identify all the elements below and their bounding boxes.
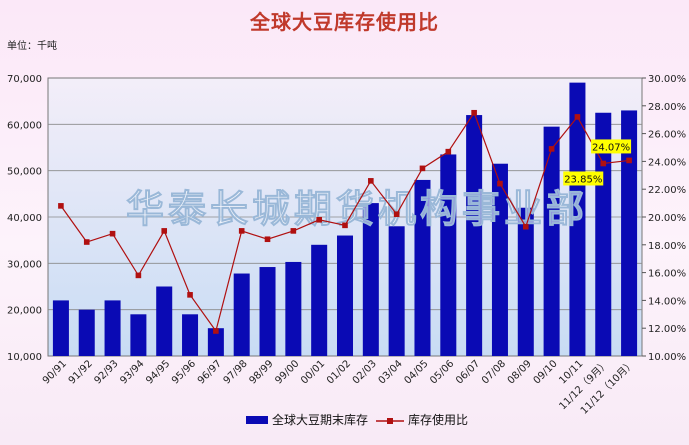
y-right-tick-label: 26.00% [648,130,686,141]
line-point [316,216,322,223]
y-left-tick-label: 60,000 [7,120,42,131]
y-left-tick-label: 40,000 [7,213,42,224]
bar [466,115,483,356]
watermark: 华泰长城期货机构事业部 [126,187,588,231]
x-tick-label: 09/10 [532,358,560,386]
line-point [419,165,426,172]
x-tick-label: 04/05 [402,358,430,386]
bar [543,126,560,357]
y-left-tick-label: 10,000 [7,352,42,363]
line-point [393,211,400,218]
bar [156,286,173,356]
y-right-tick-label: 10.00% [648,352,686,363]
x-tick-label: 91/92 [67,358,95,386]
line-point [626,157,632,164]
legend-line-label: 库存使用比 [408,412,468,427]
y-left-tick-label: 30,000 [7,259,42,270]
x-tick-label: 97/98 [222,358,250,386]
x-tick-label: 02/03 [351,358,379,386]
bar [440,154,457,356]
chart-title: 全球大豆库存使用比 [250,10,439,34]
bar [259,267,276,356]
x-tick-label: 92/93 [93,358,121,386]
y-right-tick-label: 24.00% [648,157,686,168]
line-point [290,228,297,234]
bar [621,110,638,356]
y-left-tick-label: 20,000 [7,306,42,317]
bar [311,244,328,356]
bar [182,314,199,356]
line-point [161,228,168,234]
bar [414,179,431,356]
line-point [83,239,90,245]
y-right-tick-label: 22.00% [648,185,686,196]
y-right-tick-label: 12.00% [648,324,686,335]
bar [517,207,534,356]
x-tick-label: 08/09 [506,358,534,386]
unit-label: 单位：千吨 [7,41,57,52]
line-point [522,223,529,230]
x-tick-label: 98/99 [247,358,275,386]
line-point [548,146,555,152]
y-right-tick-label: 18.00% [648,241,686,252]
line-point [109,230,116,237]
bar [491,163,508,356]
bar [569,82,586,356]
y-right-tick-label: 28.00% [648,102,686,113]
x-tick-label: 99/00 [273,358,301,386]
y-right-tick-label: 20.00% [648,213,686,224]
line-point [574,114,581,120]
y-right-tick-label: 30.00% [648,74,686,85]
legend-bar-label: 全球大豆期末库存 [272,412,368,427]
x-tick-label: 94/95 [144,358,172,386]
bar [285,261,302,356]
bar [362,203,379,356]
legend-line-marker [387,418,393,424]
y-left-tick-label: 50,000 [7,167,42,178]
x-tick-label: 95/96 [170,358,198,386]
bar [207,328,224,356]
x-tick-label: 06/07 [454,358,482,386]
x-tick-label: 03/04 [377,358,405,386]
line-point [368,178,374,184]
bar [130,314,147,356]
line-point [600,160,607,167]
legend-bar-swatch [246,416,268,424]
y-right-tick-label: 14.00% [648,296,686,307]
bar [233,273,250,356]
line-point [187,292,193,298]
line-point [471,109,477,116]
x-tick-label: 93/94 [118,358,146,386]
line-point [497,180,503,187]
y-right-tick-label: 16.00% [648,269,686,280]
line-point [213,328,219,334]
x-tick-label: 05/06 [428,358,456,386]
line-point [135,272,142,279]
annotation-box [563,171,604,186]
line-point [58,203,64,209]
bar [336,235,354,356]
x-tick-label: 96/97 [196,358,224,386]
line-point [264,236,271,243]
annotation-label: 24.07% [592,142,630,153]
x-tick-label: 00/01 [299,358,327,386]
line-point [342,222,348,229]
bar [388,226,405,356]
line-point [445,148,452,155]
bar [78,309,95,356]
annotation-label: 23.85% [564,174,602,185]
annotation-box [591,139,632,154]
x-tick-label: 01/02 [325,358,353,386]
bar [104,300,121,356]
x-tick-label: 90/91 [41,358,69,386]
line-point [238,228,245,234]
x-tick-label: 07/08 [480,358,508,386]
bar [52,300,69,356]
y-left-tick-label: 70,000 [7,74,42,85]
